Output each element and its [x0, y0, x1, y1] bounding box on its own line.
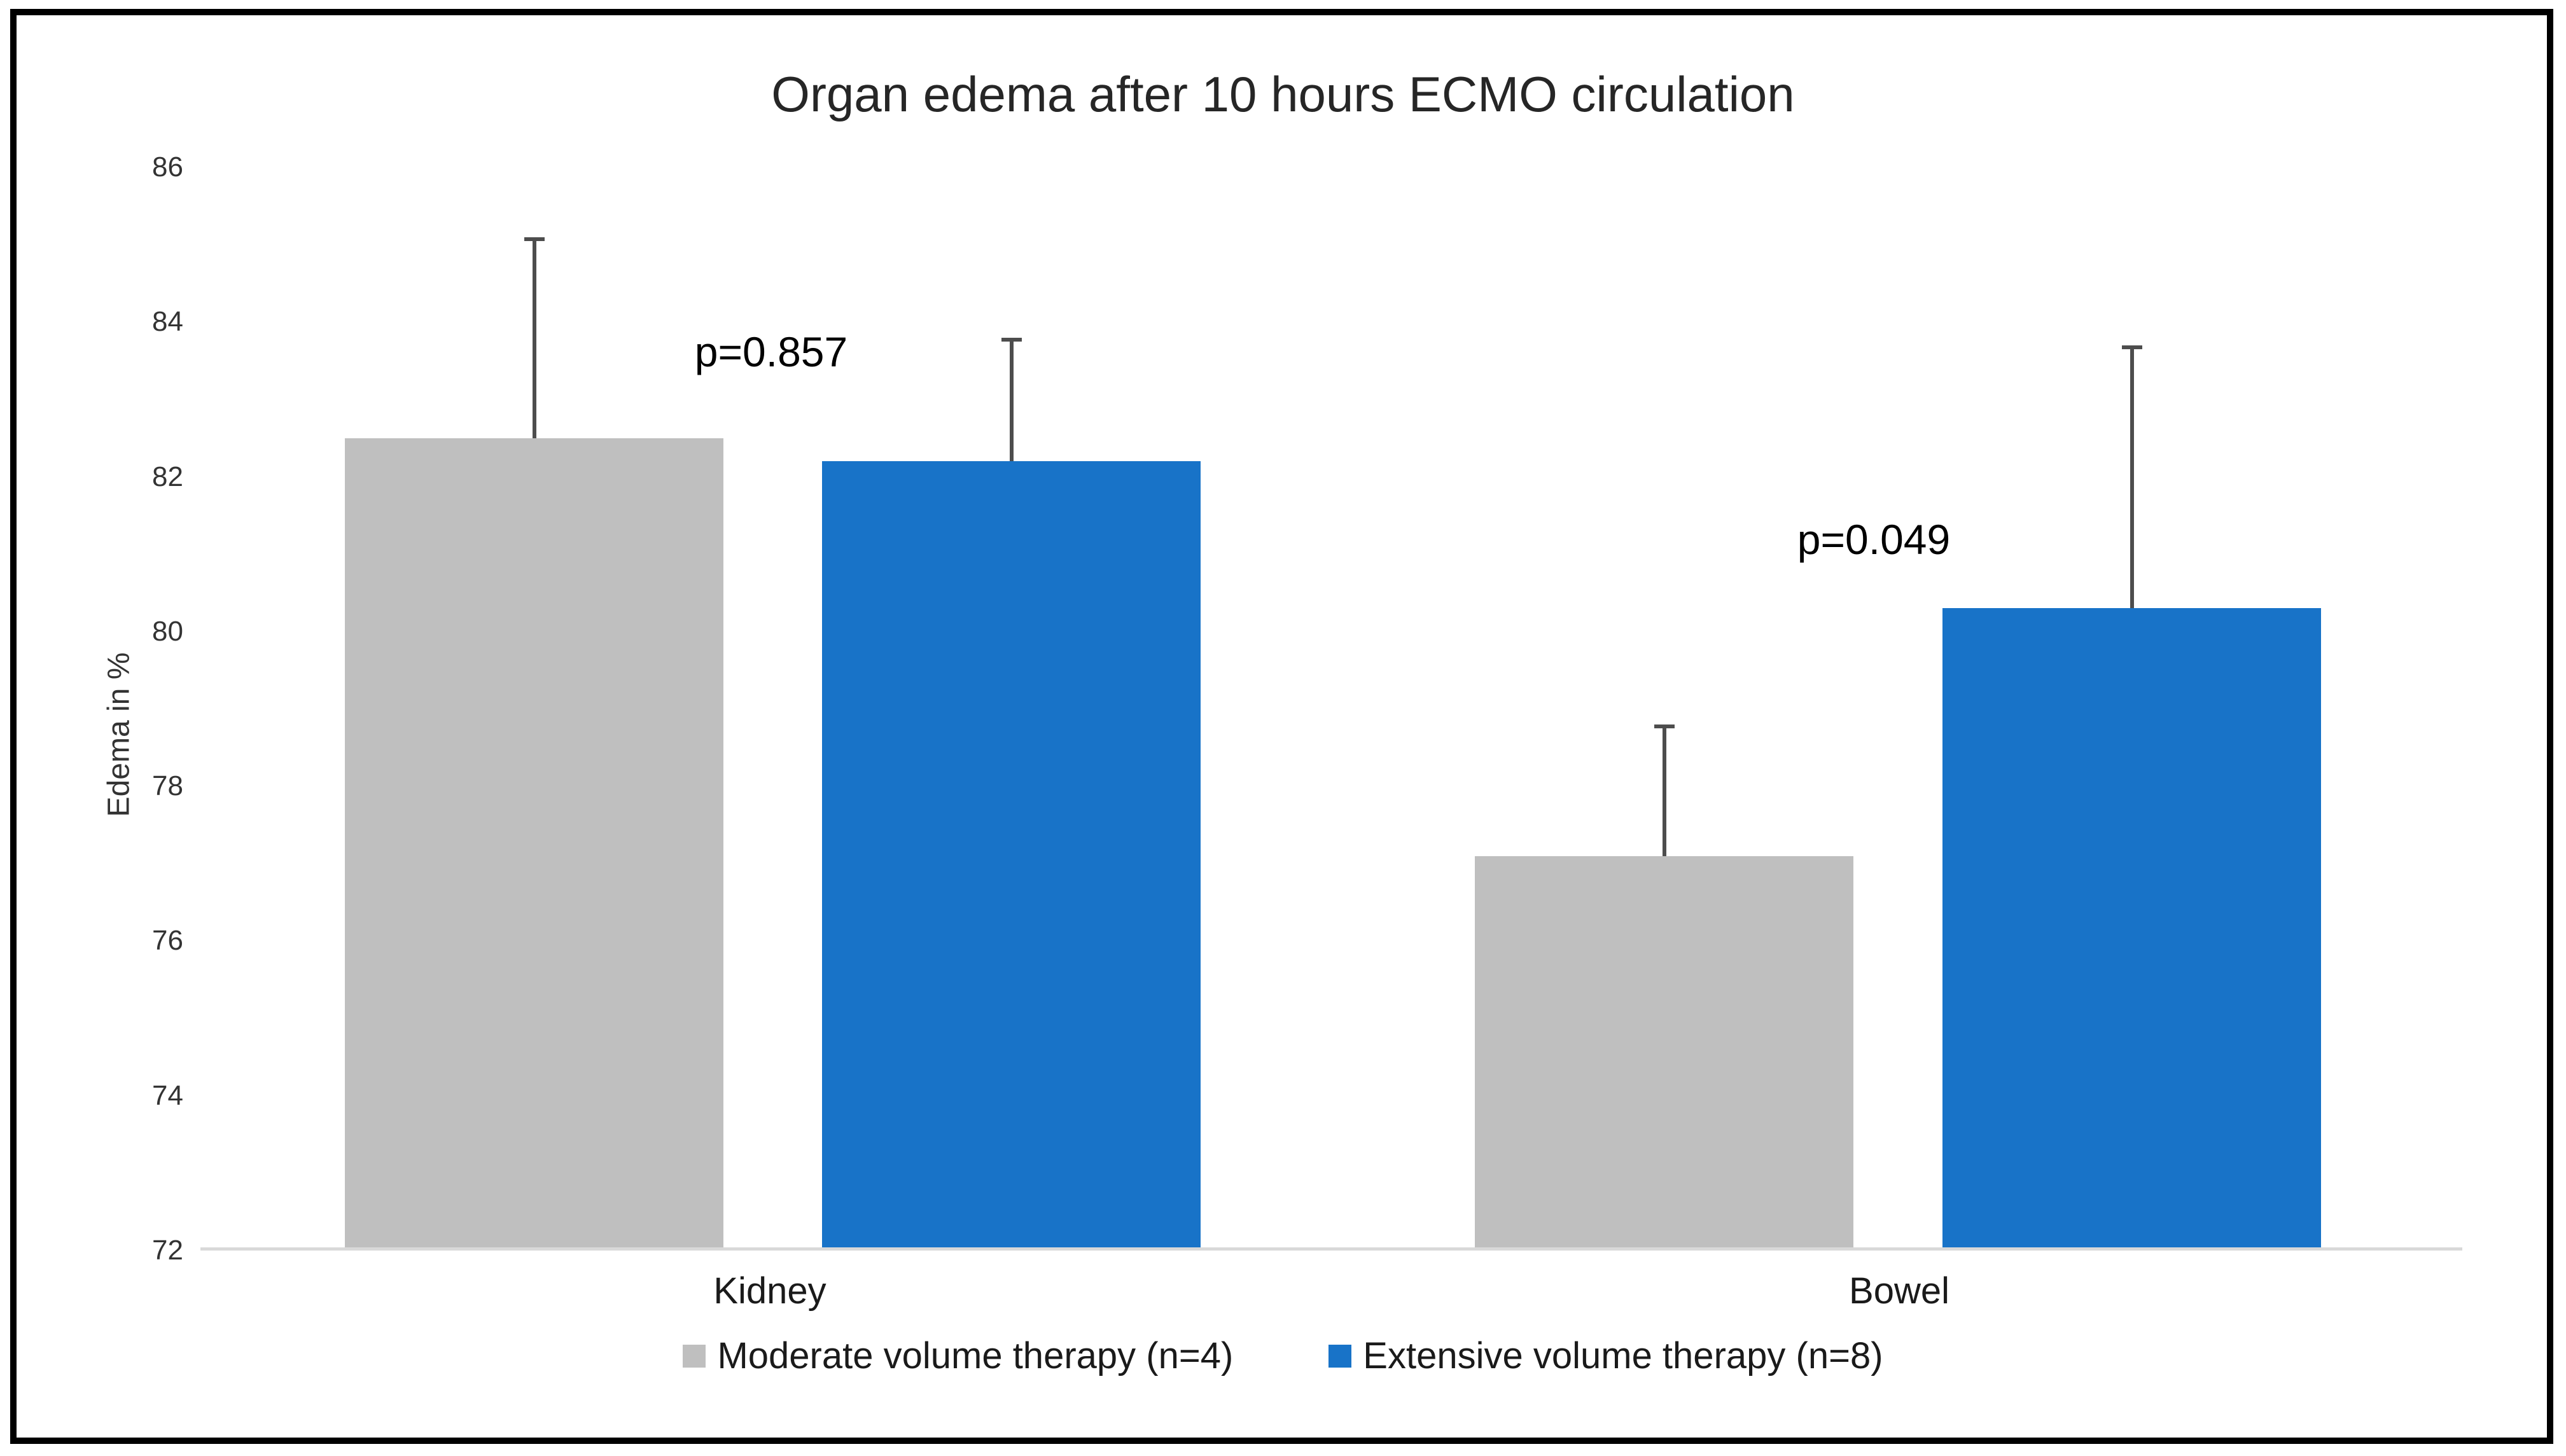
error-bar-cap-bowel-moderate	[1654, 725, 1675, 728]
legend-swatch-moderate	[683, 1344, 706, 1368]
y-axis-tick-label-76: 76	[152, 925, 183, 956]
legend-swatch-extensive	[1328, 1344, 1352, 1368]
legend-item-moderate: Moderate volume therapy (n=4)	[683, 1335, 1233, 1377]
error-bar-bowel-moderate	[1662, 725, 1666, 856]
y-axis-tick-label-82: 82	[152, 461, 183, 492]
x-category-label-bowel: Bowel	[1849, 1270, 1949, 1312]
x-axis-line	[200, 1247, 2462, 1251]
y-axis-tick-label-72: 72	[152, 1235, 183, 1266]
legend-label-extensive: Extensive volume therapy (n=8)	[1363, 1335, 1883, 1376]
legend-label-moderate: Moderate volume therapy (n=4)	[717, 1335, 1234, 1376]
error-bar-cap-kidney-moderate	[524, 237, 545, 241]
bar-bowel-extensive	[1942, 608, 2321, 1251]
x-category-label-kidney: Kidney	[713, 1270, 826, 1312]
y-axis-tick-label-74: 74	[152, 1080, 183, 1111]
legend: Moderate volume therapy (n=4) Extensive …	[0, 1335, 2566, 1377]
error-bar-cap-bowel-extensive	[2121, 345, 2142, 349]
chart-title: Organ edema after 10 hours ECMO circulat…	[771, 66, 1795, 122]
error-bar-cap-kidney-extensive	[1001, 338, 1022, 342]
y-axis-tick-label-84: 84	[152, 306, 183, 337]
error-bar-bowel-extensive	[2130, 345, 2134, 608]
bar-kidney-extensive	[822, 461, 1201, 1251]
legend-item-extensive: Extensive volume therapy (n=8)	[1328, 1335, 1883, 1377]
error-bar-kidney-moderate	[532, 237, 536, 438]
y-axis-tick-label-86: 86	[152, 151, 183, 183]
p-value-annotation-kidney: p=0.857	[694, 328, 848, 375]
y-axis-tick-label-78: 78	[152, 770, 183, 801]
bar-kidney-moderate	[345, 438, 723, 1251]
bar-bowel-moderate	[1475, 856, 1853, 1251]
y-axis-tick-label-80: 80	[152, 616, 183, 647]
error-bar-kidney-extensive	[1009, 338, 1014, 461]
p-value-annotation-bowel: p=0.049	[1797, 516, 1951, 563]
